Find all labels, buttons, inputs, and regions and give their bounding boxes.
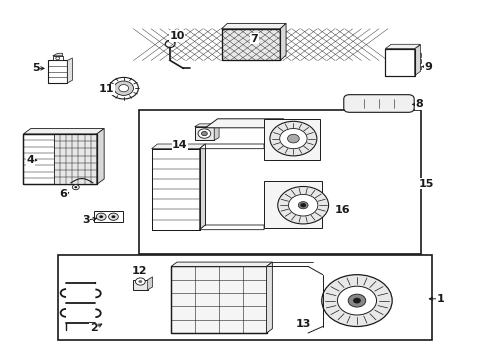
Bar bbox=[151, 149, 199, 230]
Polygon shape bbox=[97, 129, 104, 184]
Bar bbox=[221, 29, 280, 60]
Text: 6: 6 bbox=[60, 189, 67, 199]
Bar bbox=[221, 29, 280, 60]
Polygon shape bbox=[205, 119, 283, 128]
Bar bbox=[414, 59, 420, 63]
Circle shape bbox=[300, 203, 305, 207]
Text: 14: 14 bbox=[172, 140, 187, 150]
Circle shape bbox=[72, 185, 79, 190]
Bar bbox=[54, 134, 97, 184]
Circle shape bbox=[352, 298, 360, 303]
Bar bbox=[385, 49, 414, 76]
Circle shape bbox=[347, 294, 365, 307]
Polygon shape bbox=[151, 144, 205, 149]
Polygon shape bbox=[171, 262, 272, 266]
Text: 12: 12 bbox=[131, 266, 147, 276]
Circle shape bbox=[337, 286, 376, 315]
Text: 13: 13 bbox=[295, 319, 310, 329]
Text: 15: 15 bbox=[418, 179, 433, 189]
Polygon shape bbox=[214, 124, 219, 140]
Polygon shape bbox=[53, 53, 62, 56]
Circle shape bbox=[198, 129, 210, 138]
Polygon shape bbox=[280, 23, 285, 60]
Bar bbox=[53, 56, 62, 60]
Polygon shape bbox=[23, 129, 104, 134]
Polygon shape bbox=[199, 225, 264, 230]
Bar bbox=[194, 127, 214, 140]
Polygon shape bbox=[266, 262, 272, 333]
Polygon shape bbox=[199, 144, 205, 230]
Circle shape bbox=[135, 278, 145, 285]
Polygon shape bbox=[194, 124, 219, 127]
Bar bbox=[414, 53, 420, 57]
Polygon shape bbox=[147, 277, 152, 290]
Circle shape bbox=[201, 131, 207, 136]
Bar bbox=[151, 149, 199, 230]
FancyBboxPatch shape bbox=[343, 95, 413, 112]
Circle shape bbox=[277, 186, 328, 224]
Bar bbox=[54, 134, 97, 184]
Text: 10: 10 bbox=[169, 31, 184, 41]
Circle shape bbox=[269, 121, 316, 156]
Bar bbox=[48, 60, 67, 83]
Bar bbox=[94, 211, 123, 222]
Bar bbox=[171, 266, 266, 333]
Polygon shape bbox=[199, 144, 264, 149]
Circle shape bbox=[74, 186, 77, 188]
Bar bbox=[58, 255, 431, 340]
Polygon shape bbox=[67, 58, 72, 83]
Circle shape bbox=[165, 40, 175, 48]
Circle shape bbox=[138, 280, 142, 283]
Bar bbox=[133, 280, 147, 290]
Text: 7: 7 bbox=[250, 34, 258, 44]
Text: 3: 3 bbox=[82, 215, 90, 225]
Text: 8: 8 bbox=[415, 99, 423, 109]
Circle shape bbox=[287, 134, 299, 143]
Text: 11: 11 bbox=[99, 84, 114, 94]
Circle shape bbox=[114, 81, 133, 95]
Circle shape bbox=[298, 202, 307, 209]
Text: 2: 2 bbox=[90, 323, 98, 333]
Circle shape bbox=[279, 129, 306, 149]
Circle shape bbox=[56, 57, 60, 60]
Bar bbox=[264, 181, 321, 228]
Text: 9: 9 bbox=[424, 62, 431, 72]
Circle shape bbox=[109, 77, 138, 99]
Circle shape bbox=[288, 194, 317, 216]
Circle shape bbox=[111, 215, 115, 218]
Bar bbox=[139, 110, 420, 254]
Bar bbox=[171, 266, 266, 333]
Bar bbox=[414, 66, 420, 69]
Bar bbox=[221, 29, 280, 60]
Circle shape bbox=[99, 215, 103, 218]
Circle shape bbox=[321, 275, 391, 327]
Circle shape bbox=[96, 213, 106, 220]
Bar bbox=[23, 134, 97, 184]
Circle shape bbox=[119, 85, 128, 92]
Circle shape bbox=[108, 213, 118, 220]
Bar bbox=[390, 45, 396, 49]
Text: 4: 4 bbox=[27, 155, 35, 165]
Bar bbox=[264, 119, 320, 160]
Bar bbox=[23, 134, 97, 184]
Text: 16: 16 bbox=[334, 204, 349, 215]
Polygon shape bbox=[385, 44, 420, 49]
Bar bbox=[385, 49, 414, 76]
Text: 1: 1 bbox=[435, 294, 443, 304]
Polygon shape bbox=[414, 45, 420, 76]
Text: 5: 5 bbox=[32, 63, 40, 73]
Polygon shape bbox=[221, 23, 285, 29]
